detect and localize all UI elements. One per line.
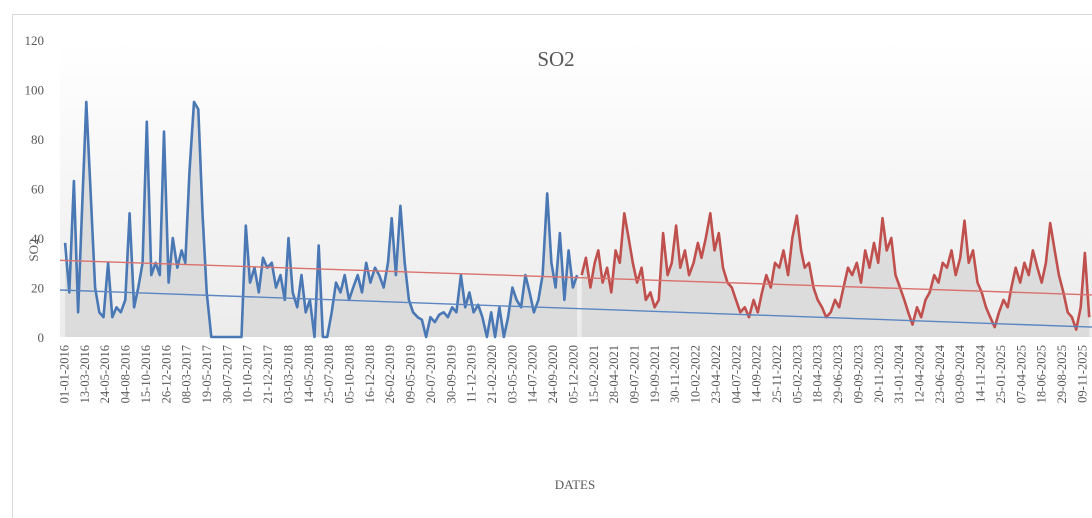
x-tick-label: 21-12-2017 bbox=[261, 345, 275, 403]
series-line bbox=[580, 212, 1091, 331]
x-tick-label: 20-07-2019 bbox=[424, 345, 438, 403]
x-tick-label: 25-01-2025 bbox=[994, 345, 1008, 403]
x-tick-label: 01-01-2016 bbox=[57, 345, 71, 403]
y-tick-label: 60 bbox=[31, 182, 44, 197]
x-tick-label: 09-11-2025 bbox=[1075, 345, 1089, 403]
x-tick-label: 18-06-2025 bbox=[1035, 345, 1049, 403]
y-tick-label: 80 bbox=[31, 132, 44, 147]
x-tick-label: 09-07-2021 bbox=[627, 345, 641, 403]
x-tick-label: 14-09-2022 bbox=[750, 345, 764, 403]
x-tick-label: 08-03-2017 bbox=[180, 345, 194, 403]
x-tick-label: 20-11-2023 bbox=[872, 345, 886, 403]
x-tick-label: 24-09-2020 bbox=[546, 345, 560, 403]
series-area bbox=[65, 101, 578, 338]
y-tick-label: 40 bbox=[31, 231, 44, 246]
x-tick-label: 14-05-2018 bbox=[302, 345, 316, 403]
trend-line bbox=[59, 289, 1092, 328]
x-tick-label: 04-08-2016 bbox=[119, 345, 133, 403]
trend-line bbox=[59, 259, 1092, 296]
y-tick-label: 120 bbox=[25, 33, 45, 48]
x-tick-label: 09-05-2019 bbox=[404, 345, 418, 403]
y-tick-label: 100 bbox=[25, 83, 45, 98]
x-tick-label: 18-04-2023 bbox=[811, 345, 825, 403]
x-tick-label: 24-05-2016 bbox=[98, 345, 112, 403]
x-tick-label: 10-02-2022 bbox=[689, 345, 703, 403]
x-tick-label: 03-09-2024 bbox=[953, 344, 967, 403]
x-tick-label: 13-03-2016 bbox=[78, 345, 92, 403]
x-axis-label: DATES bbox=[555, 477, 595, 492]
x-tick-label: 30-07-2017 bbox=[220, 345, 234, 403]
x-tick-label: 31-01-2024 bbox=[892, 344, 906, 403]
x-tick-label: 03-03-2018 bbox=[281, 345, 295, 403]
x-tick-label: 05-10-2018 bbox=[342, 345, 356, 403]
x-tick-label: 19-05-2017 bbox=[200, 345, 214, 403]
x-tick-label: 14-11-2024 bbox=[974, 344, 988, 403]
x-tick-label: 14-07-2020 bbox=[526, 345, 540, 403]
x-tick-label: 30-11-2021 bbox=[668, 345, 682, 403]
x-tick-label: 25-07-2018 bbox=[322, 345, 336, 403]
x-tick-label: 25-11-2022 bbox=[770, 345, 784, 403]
x-tick-label: 21-02-2020 bbox=[485, 345, 499, 403]
x-tick-label: 15-10-2016 bbox=[139, 345, 153, 403]
y-tick-label: 0 bbox=[38, 330, 45, 345]
x-tick-label: 07-04-2025 bbox=[1014, 345, 1028, 403]
x-tick-label: 12-04-2024 bbox=[912, 344, 926, 403]
x-tick-label: 04-07-2022 bbox=[729, 345, 743, 403]
x-tick-label: 05-02-2023 bbox=[790, 345, 804, 403]
x-tick-label: 09-09-2023 bbox=[851, 345, 865, 403]
x-tick-label: 05-12-2020 bbox=[566, 345, 580, 403]
y-axis-label: SO2 bbox=[26, 238, 41, 261]
x-tick-label: 23-06-2024 bbox=[933, 344, 947, 403]
y-tick-label: 20 bbox=[31, 281, 44, 296]
x-tick-label: 19-09-2021 bbox=[648, 345, 662, 403]
x-tick-label: 29-06-2023 bbox=[831, 345, 845, 403]
x-tick-label: 29-08-2025 bbox=[1055, 345, 1069, 403]
x-tick-label: 28-04-2021 bbox=[607, 345, 621, 403]
chart-title: SO2 bbox=[537, 47, 574, 71]
x-tick-label: 23-04-2022 bbox=[709, 345, 723, 403]
plot bbox=[59, 100, 1092, 339]
x-tick-label: 30-09-2019 bbox=[444, 345, 458, 403]
series-line bbox=[63, 100, 579, 339]
x-tick-label: 26-12-2016 bbox=[159, 345, 173, 403]
x-tick-label: 26-02-2019 bbox=[383, 345, 397, 403]
x-tick-label: 16-12-2018 bbox=[363, 345, 377, 403]
x-tick-label: 10-10-2017 bbox=[241, 345, 255, 403]
x-tick-label: 03-05-2020 bbox=[505, 345, 519, 403]
x-tick-label: 15-02-2021 bbox=[587, 345, 601, 403]
x-tick-label: 11-12-2019 bbox=[465, 345, 479, 403]
